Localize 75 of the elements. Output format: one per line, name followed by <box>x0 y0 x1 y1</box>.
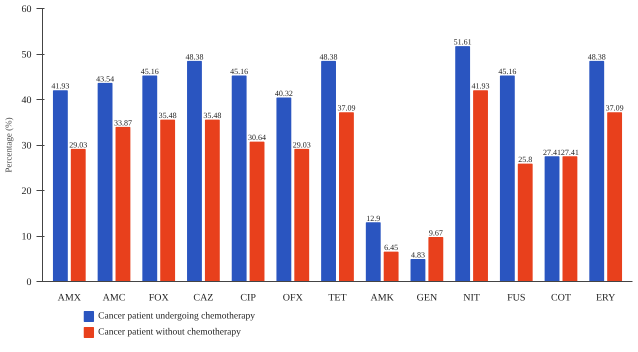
x-tick-label: AMC <box>102 292 126 304</box>
data-label: 27.41 <box>543 148 562 157</box>
x-tick-label: COT <box>550 292 571 304</box>
data-label: 29.03 <box>292 140 311 150</box>
bar <box>70 148 86 282</box>
data-label: 27.41 <box>560 148 579 157</box>
y-tick-label: 20 <box>22 186 32 197</box>
data-label: 4.83 <box>410 250 425 260</box>
legend-label: Cancer patient without chemotherapy <box>98 328 242 338</box>
data-label: 6.45 <box>384 243 398 252</box>
bar <box>366 222 381 282</box>
bar <box>232 76 247 282</box>
bar <box>294 148 310 282</box>
bar <box>473 90 488 282</box>
y-tick-label: 40 <box>22 95 32 106</box>
data-label: 43.54 <box>96 74 114 84</box>
y-tick-label: 60 <box>22 4 32 15</box>
bar <box>339 112 354 282</box>
data-label: 9.67 <box>428 228 443 238</box>
bar <box>321 60 336 282</box>
data-label: 51.61 <box>454 38 472 47</box>
x-tick-label: CIP <box>240 292 256 304</box>
x-tick-label: AMK <box>370 292 395 304</box>
data-label: 40.32 <box>274 89 293 98</box>
bar <box>52 90 68 282</box>
x-tick-label: NIT <box>463 292 480 304</box>
x-tick-label: GEN <box>416 292 438 304</box>
bar <box>98 82 113 282</box>
bar <box>544 156 560 282</box>
data-label: 33.87 <box>114 118 132 128</box>
data-label: 37.09 <box>606 104 624 113</box>
bar <box>187 60 202 282</box>
bar <box>276 98 292 282</box>
x-tick-label: AMX <box>58 292 82 304</box>
bar <box>607 112 622 282</box>
data-label: 35.48 <box>158 111 177 120</box>
x-tick-label: FOX <box>148 292 170 304</box>
x-tick-label: ERY <box>596 292 616 304</box>
data-label: 12.9 <box>366 214 380 223</box>
bar <box>250 142 264 282</box>
data-label: 30.64 <box>248 133 266 142</box>
y-tick-label: 10 <box>22 232 32 242</box>
data-label: 48.38 <box>320 52 338 62</box>
data-label: 29.03 <box>69 140 88 150</box>
y-tick-label: 0 <box>26 277 32 288</box>
data-label: 45.16 <box>140 67 159 76</box>
bar <box>116 126 130 282</box>
bar <box>500 76 515 282</box>
bar <box>518 164 533 282</box>
data-label: 25.8 <box>518 155 532 164</box>
legend-label: Cancer patient undergoing chemotherapy <box>98 312 256 322</box>
data-label: 48.38 <box>185 52 204 62</box>
bar <box>384 252 399 282</box>
data-label: 45.16 <box>230 67 248 76</box>
bar <box>160 120 176 282</box>
bar <box>410 259 426 282</box>
data-label: 48.38 <box>588 52 606 62</box>
data-label: 45.16 <box>498 67 516 76</box>
bar <box>455 46 470 282</box>
y-axis-title: Percentage (%) <box>4 117 14 173</box>
bar <box>562 156 578 282</box>
x-tick-label: CAZ <box>193 292 214 304</box>
y-tick-label: 30 <box>22 140 32 152</box>
x-tick-label: TET <box>328 292 347 304</box>
bar <box>142 76 158 282</box>
x-tick-label: FUS <box>507 292 526 304</box>
bar <box>428 237 444 282</box>
data-label: 35.48 <box>203 111 222 120</box>
data-label: 37.09 <box>337 104 356 113</box>
x-tick-label: OFX <box>282 292 304 304</box>
bar <box>589 60 604 282</box>
data-label: 41.93 <box>472 82 490 91</box>
bar <box>204 120 220 282</box>
y-tick-label: 50 <box>22 50 32 60</box>
data-label: 41.93 <box>51 82 70 91</box>
